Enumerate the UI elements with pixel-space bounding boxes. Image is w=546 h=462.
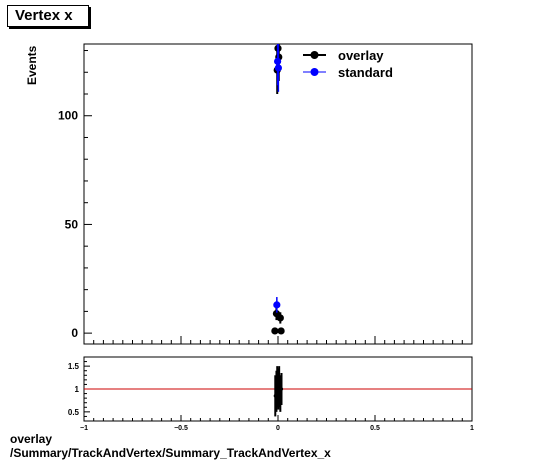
ratio-y-tick-label: 1 (75, 385, 80, 394)
x-tick-label: −0.5 (174, 425, 188, 432)
y-tick-label: 0 (71, 326, 78, 340)
y-tick-label: 100 (58, 109, 78, 123)
y-tick-label: 50 (65, 217, 79, 231)
x-tick-label: −1 (80, 425, 88, 432)
legend-standard-marker (310, 68, 319, 76)
x-tick-label: 0.5 (370, 425, 380, 432)
overlay-point (277, 327, 285, 335)
chart-title: Vertex x (7, 5, 89, 27)
legend-overlay-marker (310, 51, 319, 59)
ratio-point (279, 387, 284, 391)
legend-overlay-label: overlay (338, 48, 384, 63)
overlay-point (276, 314, 284, 322)
footer-line-2: /Summary/TrackAndVertex/Summary_TrackAnd… (10, 446, 331, 460)
standard-point (273, 301, 281, 309)
legend-standard-label: standard (338, 65, 393, 80)
ratio-y-tick-label: 0.5 (68, 408, 80, 417)
x-tick-label: 0 (276, 425, 280, 432)
standard-point (274, 57, 282, 65)
x-tick-label: 1 (470, 425, 474, 432)
overlay-point (271, 327, 279, 335)
legend: overlay standard (303, 48, 393, 80)
ratio-y-tick-label: 1.5 (68, 362, 80, 371)
footer-line-1: overlay (10, 432, 53, 446)
standard-point (274, 64, 282, 72)
footer: overlay /Summary/TrackAndVertex/Summary_… (10, 432, 331, 460)
